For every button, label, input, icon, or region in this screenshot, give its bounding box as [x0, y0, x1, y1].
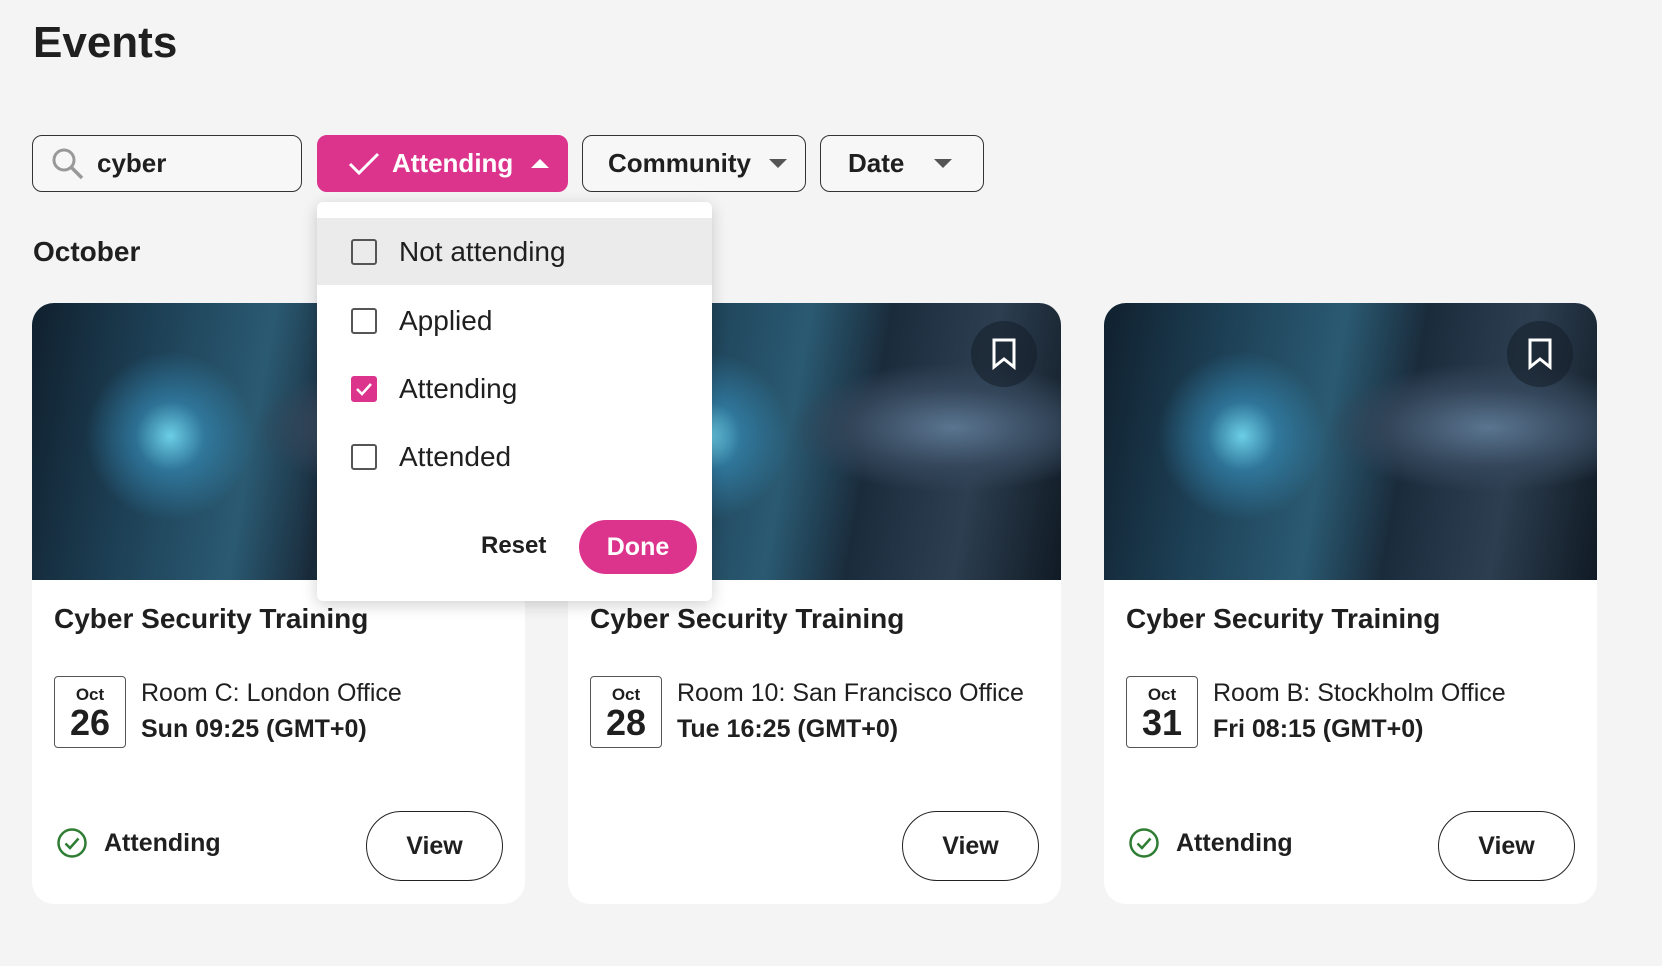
view-button[interactable]: View: [1438, 811, 1575, 881]
bookmark-icon: [1528, 338, 1552, 370]
date-day: 26: [69, 702, 111, 743]
attendance-status: Attending: [56, 827, 221, 859]
option-label: Attending: [399, 372, 518, 404]
attending-filter-label: Attending: [392, 148, 514, 178]
date-month: Oct: [1147, 685, 1177, 704]
checkbox[interactable]: [351, 443, 377, 470]
view-button[interactable]: View: [366, 811, 503, 881]
event-location: Room C: London Office: [141, 679, 402, 707]
search-icon: [52, 148, 84, 179]
attending-filter-button[interactable]: Attending: [317, 135, 568, 192]
check-icon: [356, 382, 372, 396]
date-filter-label: Date: [848, 148, 905, 178]
date-month: Oct: [75, 685, 105, 704]
date-badge: Oct 28: [590, 676, 662, 748]
date-badge: Oct 26: [54, 676, 126, 748]
page-title: Events: [33, 18, 178, 67]
date-month: Oct: [611, 685, 641, 704]
checkbox-checked[interactable]: [351, 375, 377, 402]
date-badge: Oct 31: [1126, 676, 1198, 748]
check-icon: [348, 152, 380, 175]
event-time: Fri 08:15 (GMT+0): [1213, 715, 1424, 743]
date-day: 28: [605, 702, 647, 743]
event-title: Cyber Security Training: [54, 603, 369, 634]
event-location: Room B: Stockholm Office: [1213, 679, 1506, 707]
chevron-down-icon: [934, 159, 953, 168]
search-value[interactable]: cyber: [97, 148, 167, 178]
check-circle-icon: [57, 828, 87, 858]
done-button[interactable]: Done: [579, 520, 697, 574]
event-card[interactable]: Cyber Security Training Oct 31 Room B: St…: [1104, 303, 1597, 904]
attending-dropdown: Not attending Applied Attending Attended…: [317, 202, 712, 601]
event-time: Sun 09:25 (GMT+0): [141, 715, 367, 743]
search-input[interactable]: cyber: [32, 135, 302, 192]
month-heading: October: [33, 236, 141, 267]
event-time: Tue 16:25 (GMT+0): [677, 715, 899, 743]
date-filter-button[interactable]: Date: [820, 135, 984, 192]
option-attending[interactable]: Attending: [317, 355, 712, 422]
event-image: [1104, 303, 1597, 580]
event-title: Cyber Security Training: [590, 603, 905, 634]
option-applied[interactable]: Applied: [317, 287, 712, 354]
reset-button[interactable]: Reset: [481, 532, 547, 559]
option-label: Applied: [399, 304, 493, 336]
event-location: Room 10: San Francisco Office: [677, 679, 1024, 707]
community-filter-label: Community: [608, 148, 751, 178]
option-label: Not attending: [399, 235, 566, 267]
chevron-down-icon: [769, 159, 787, 168]
view-button[interactable]: View: [902, 811, 1039, 881]
status-label: Attending: [1176, 828, 1293, 857]
bookmark-button[interactable]: [971, 321, 1037, 387]
bookmark-button[interactable]: [1507, 321, 1573, 387]
option-not-attending[interactable]: Not attending: [317, 218, 712, 285]
status-label: Attending: [104, 828, 221, 857]
caret-up-icon: [531, 159, 550, 168]
event-title: Cyber Security Training: [1126, 603, 1441, 634]
date-day: 31: [1141, 702, 1183, 743]
community-filter-button[interactable]: Community: [582, 135, 806, 192]
bookmark-icon: [992, 338, 1016, 370]
checkbox[interactable]: [351, 238, 377, 265]
event-card[interactable]: Cyber Security Training Oct 26 Room C: Lo…: [32, 303, 525, 904]
option-label: Attended: [399, 440, 512, 472]
option-attended[interactable]: Attended: [317, 423, 712, 490]
attendance-status: Attending: [1128, 827, 1293, 859]
check-circle-icon: [1129, 828, 1159, 858]
checkbox[interactable]: [351, 307, 377, 334]
